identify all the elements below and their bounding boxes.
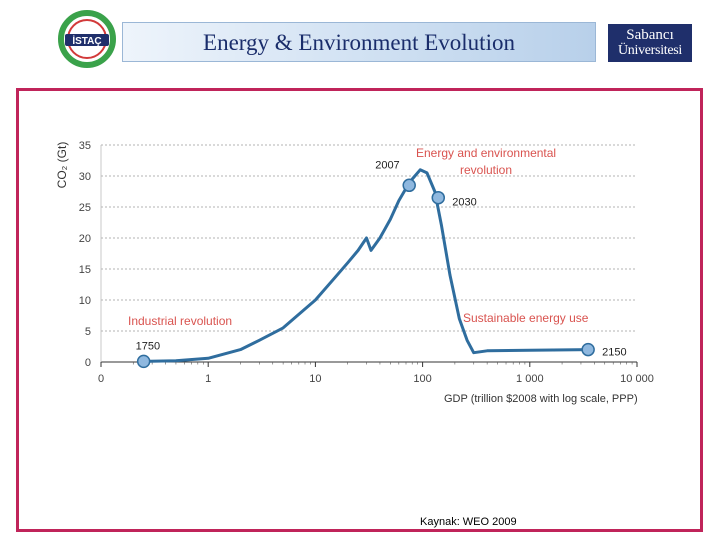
x-tick-label: 1 [205, 373, 211, 385]
year-label: 1750 [136, 340, 160, 352]
y-tick-label: 25 [79, 202, 91, 214]
grid-lines [101, 144, 637, 332]
year-label: 2150 [602, 347, 626, 359]
y-axis-label: CO₂ (Gt) [55, 142, 69, 189]
chart-frame [16, 88, 703, 532]
year-label: 2030 [452, 197, 476, 209]
annotation-label: Industrial revolution [128, 314, 232, 328]
y-tick-label: 35 [79, 140, 91, 152]
axes: 0 5 10 15 20 25 30 35 0 1 10 100 1 000 10 000 GDP (tri… [55, 140, 654, 405]
co2-series-line [142, 168, 590, 363]
sabanci-logo-line1: Sabancı [626, 27, 674, 43]
title-bar: Energy & Environment Evolution [122, 22, 596, 62]
istac-logo: İSTAÇ [58, 10, 116, 68]
year-label: 2007 [375, 159, 399, 171]
year-marker [136, 354, 151, 369]
sabanci-logo-line2: Üniversitesi [617, 43, 683, 58]
x-tick-label: 100 [413, 373, 431, 385]
year-marker [431, 190, 446, 205]
annotation-label: Energy and environmental [416, 146, 556, 160]
y-tick-label: 0 [85, 357, 91, 369]
page-title: Energy & Environment Evolution [203, 30, 515, 55]
x-tick-label: 1 000 [516, 373, 544, 385]
y-tick-label: 30 [79, 171, 91, 183]
sabanci-logo: Sabancı Üniversitesi [608, 24, 692, 62]
markers [136, 178, 595, 369]
y-tick-label: 10 [79, 295, 91, 307]
x-tick-label: 10 [309, 373, 321, 385]
x-tick-label: 10 000 [620, 373, 654, 385]
year-marker [402, 178, 416, 193]
y-tick-label: 15 [79, 264, 91, 276]
annotation-label: Sustainable energy use [463, 311, 589, 325]
y-tick-label: 20 [79, 233, 91, 245]
annotation-label: revolution [460, 163, 512, 177]
x-axis-label: GDP (trillion $2008 with log scale, PPP) [444, 393, 638, 405]
x-tick-label: 0 [98, 373, 104, 385]
series [142, 168, 590, 363]
y-tick-label: 5 [85, 326, 91, 338]
labels: 1750 2007 2030 2150 Industrial revolution Ene… [128, 146, 627, 359]
istac-logo-text: İSTAÇ [72, 34, 101, 47]
year-marker [581, 342, 595, 357]
source-note: Kaynak: WEO 2009 [420, 516, 517, 528]
